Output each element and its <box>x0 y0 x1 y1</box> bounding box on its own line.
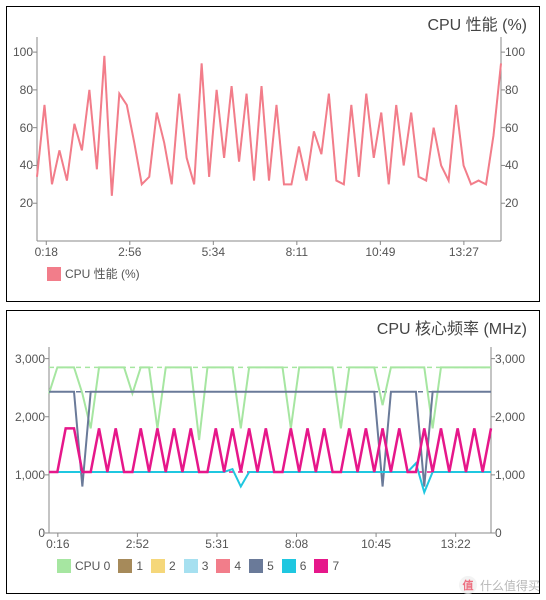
cpu-perf-svg <box>37 37 501 241</box>
legend-label: 6 <box>300 559 307 573</box>
y-tick-label: 20 <box>20 196 37 210</box>
legend-label: CPU 0 <box>75 559 110 573</box>
x-tick-label: 2:52 <box>126 533 149 551</box>
legend-item: 3 <box>184 559 209 573</box>
legend-swatch <box>184 559 198 573</box>
y-tick-label: 1,000 <box>15 468 49 482</box>
legend-item: 7 <box>314 559 339 573</box>
series-cpu7 <box>49 428 491 472</box>
legend-swatch <box>314 559 328 573</box>
x-tick-label: 2:56 <box>118 241 141 259</box>
legend-item: 2 <box>151 559 176 573</box>
legend-item: 5 <box>249 559 274 573</box>
y-tick-label: 20 <box>501 196 518 210</box>
cpu-perf-plot: 20406080100 20406080100 0:182:565:348:11… <box>37 37 501 241</box>
legend-label: CPU 性能 (%) <box>65 265 140 282</box>
legend-swatch <box>118 559 132 573</box>
x-tick-label: 10:45 <box>361 533 391 551</box>
legend-label: 2 <box>169 559 176 573</box>
x-tick-label: 10:49 <box>365 241 395 259</box>
legend-item: CPU 0 <box>57 559 110 573</box>
legend-swatch <box>249 559 263 573</box>
y-tick-label: 40 <box>20 158 37 172</box>
legend-label: 5 <box>267 559 274 573</box>
y-tick-label: 60 <box>20 121 37 135</box>
y-tick-label: 60 <box>501 121 518 135</box>
y-tick-label: 1,000 <box>491 468 525 482</box>
y-tick-label: 0 <box>491 526 502 540</box>
legend-label: 7 <box>332 559 339 573</box>
legend-swatch <box>151 559 165 573</box>
legend-label: 3 <box>202 559 209 573</box>
cpu-freq-legend: CPU 0 1 2 3 4 5 6 7 <box>57 559 339 573</box>
legend-label: 1 <box>136 559 143 573</box>
y-tick-label: 2,000 <box>491 410 525 424</box>
y-tick-label: 40 <box>501 158 518 172</box>
y-tick-label: 2,000 <box>15 410 49 424</box>
cpu-perf-legend: CPU 性能 (%) <box>47 265 140 282</box>
legend-label: 4 <box>234 559 241 573</box>
y-tick-label: 80 <box>20 83 37 97</box>
x-tick-label: 5:31 <box>205 533 228 551</box>
legend-swatch <box>57 559 71 573</box>
legend-item: 1 <box>118 559 143 573</box>
legend-swatch <box>282 559 296 573</box>
cpu-freq-title: CPU 核心频率 (MHz) <box>377 315 527 339</box>
x-tick-label: 0:16 <box>46 533 69 551</box>
legend-item: CPU 性能 (%) <box>47 265 140 282</box>
legend-swatch <box>47 267 61 281</box>
x-tick-label: 13:22 <box>441 533 471 551</box>
y-tick-label: 100 <box>501 45 525 59</box>
cpu-freq-plot: 01,0002,0003,000 01,0002,0003,000 0:162:… <box>49 347 491 533</box>
legend-swatch <box>216 559 230 573</box>
x-tick-label: 13:27 <box>449 241 479 259</box>
y-tick-label: 80 <box>501 83 518 97</box>
cpu-perf-title: CPU 性能 (%) <box>427 11 527 35</box>
y-tick-label: 3,000 <box>15 352 49 366</box>
x-tick-label: 5:34 <box>202 241 225 259</box>
x-tick-label: 8:11 <box>286 241 308 259</box>
x-tick-label: 8:08 <box>285 533 308 551</box>
cpu-perf-panel: CPU 性能 (%) 20406080100 20406080100 0:182… <box>6 6 540 302</box>
y-tick-label: 100 <box>13 45 37 59</box>
legend-item: 4 <box>216 559 241 573</box>
y-tick-label: 3,000 <box>491 352 525 366</box>
cpu-freq-svg <box>49 347 491 533</box>
legend-item: 6 <box>282 559 307 573</box>
cpu-freq-panel: CPU 核心频率 (MHz) 01,0002,0003,000 01,0002,… <box>6 310 540 594</box>
x-tick-label: 0:18 <box>35 241 58 259</box>
